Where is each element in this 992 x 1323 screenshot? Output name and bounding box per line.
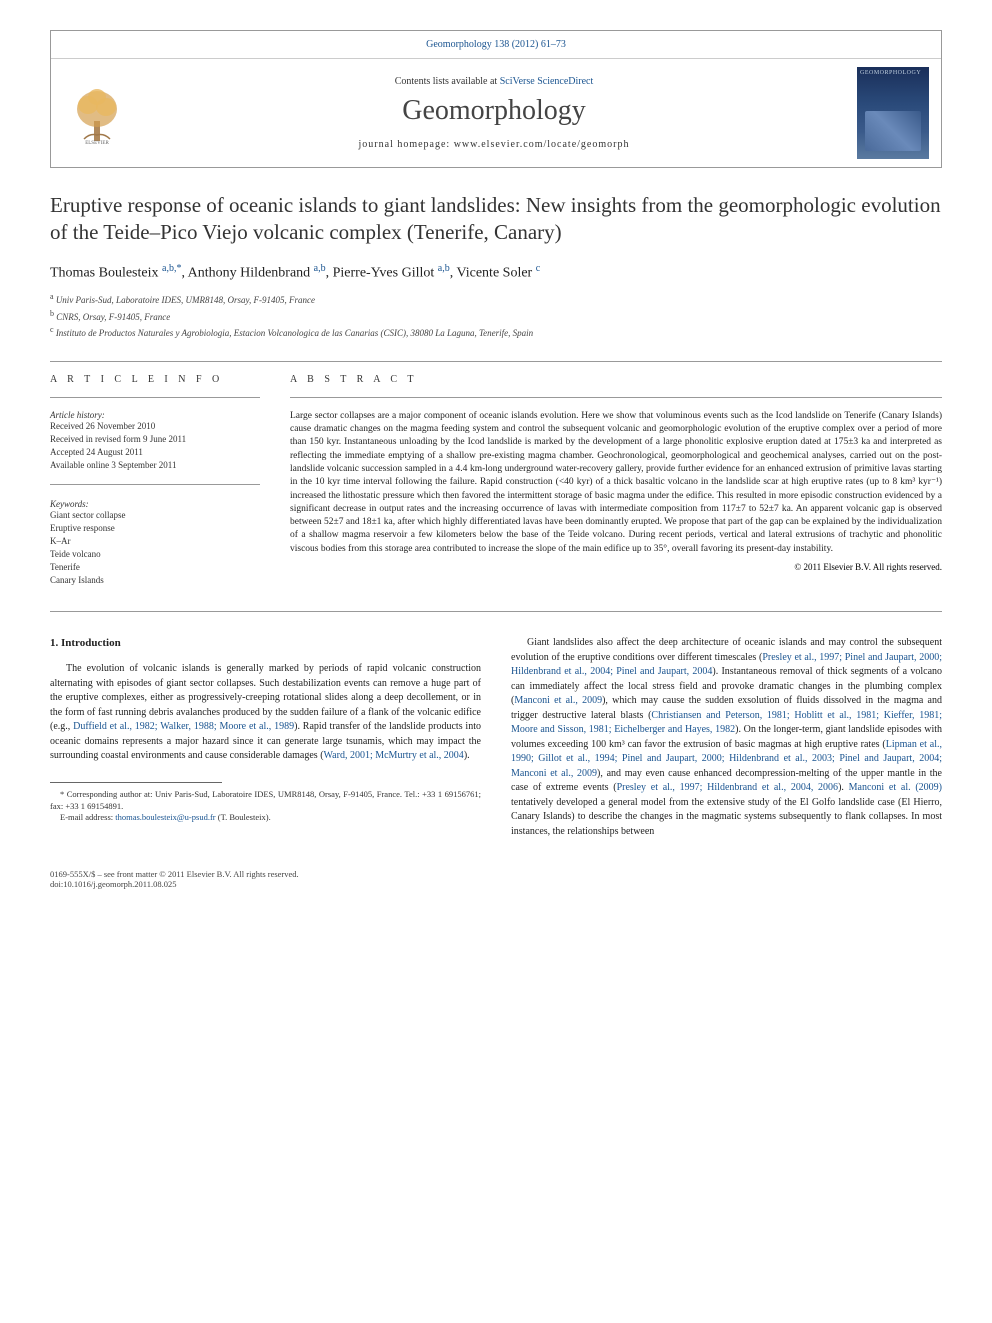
journal-name: Geomorphology [151, 95, 837, 127]
intro-p2-f: ). [838, 782, 849, 793]
citation-line: Geomorphology 138 (2012) 61–73 [51, 31, 941, 58]
intro-p2-link6[interactable]: Manconi et al. (2009) [849, 782, 942, 793]
author-3: , Pierre-Yves Gillot [326, 265, 438, 280]
header-main-row: ELSEVIER Contents lists available at Sci… [51, 58, 941, 167]
sciverse-link[interactable]: SciVerse ScienceDirect [500, 76, 594, 87]
article-info: A R T I C L E I N F O Article history: R… [50, 374, 260, 587]
footer-doi: doi:10.1016/j.geomorph.2011.08.025 [50, 879, 299, 889]
article-info-heading: A R T I C L E I N F O [50, 374, 260, 385]
accepted-date: Accepted 24 August 2011 [50, 446, 260, 459]
history-label: Article history: [50, 410, 260, 420]
body-col-left: 1. Introduction The evolution of volcani… [50, 636, 481, 849]
author-4-affil: c [536, 263, 540, 274]
journal-homepage: journal homepage: www.elsevier.com/locat… [151, 139, 837, 150]
article-title: Eruptive response of oceanic islands to … [50, 192, 942, 247]
elsevier-tree-icon: ELSEVIER [70, 81, 124, 145]
page-container: Geomorphology 138 (2012) 61–73 ELSEVIER … [0, 0, 992, 919]
keywords-label: Keywords: [50, 499, 260, 509]
elsevier-logo: ELSEVIER [63, 75, 131, 151]
intro-p2: Giant landslides also affect the deep ar… [511, 636, 942, 839]
author-2: , Anthony Hildenbrand [181, 265, 313, 280]
info-abstract-row: A R T I C L E I N F O Article history: R… [50, 374, 942, 587]
journal-cover-thumbnail [857, 67, 929, 159]
received-date: Received 26 November 2010 [50, 420, 260, 433]
journal-header: Geomorphology 138 (2012) 61–73 ELSEVIER … [50, 30, 942, 168]
intro-p2-link2[interactable]: Manconi et al., 2009 [514, 695, 602, 706]
footnote-separator [50, 782, 222, 783]
affiliation-c: c Instituto de Productos Naturales y Agr… [50, 324, 942, 341]
body-col-right: Giant landslides also affect the deep ar… [511, 636, 942, 849]
corresponding-footnote: * Corresponding author at: Univ Paris-Su… [50, 789, 481, 813]
footer-left: 0169-555X/$ – see front matter © 2011 El… [50, 869, 299, 889]
affiliation-a: a Univ Paris-Sud, Laboratoire IDES, UMR8… [50, 291, 942, 308]
body-columns: 1. Introduction The evolution of volcani… [50, 636, 942, 849]
affiliation-list: a Univ Paris-Sud, Laboratoire IDES, UMR8… [50, 291, 942, 341]
author-1-affil: a,b, [162, 263, 176, 274]
header-center: Contents lists available at SciVerse Sci… [151, 76, 837, 150]
info-divider-2 [50, 484, 260, 485]
info-divider-1 [50, 397, 260, 398]
email-footnote: E-mail address: thomas.boulesteix@u-psud… [50, 812, 481, 824]
intro-p1: The evolution of volcanic islands is gen… [50, 662, 481, 764]
sciverse-line: Contents lists available at SciVerse Sci… [151, 76, 837, 87]
keyword-3: K–Ar [50, 535, 260, 548]
svg-text:ELSEVIER: ELSEVIER [85, 141, 109, 145]
online-date: Available online 3 September 2011 [50, 459, 260, 472]
keyword-2: Eruptive response [50, 522, 260, 535]
affiliation-b: b CNRS, Orsay, F-91405, France [50, 308, 942, 325]
author-4: , Vicente Soler [450, 265, 536, 280]
intro-p1-link1[interactable]: Duffield et al., 1982; Walker, 1988; Moo… [73, 721, 294, 732]
keyword-5: Tenerife [50, 561, 260, 574]
affiliation-b-text: CNRS, Orsay, F-91405, France [56, 312, 170, 322]
author-list: Thomas Boulesteix a,b,*, Anthony Hildenb… [50, 263, 942, 282]
author-3-affil: a,b [438, 263, 450, 274]
revised-date: Received in revised form 9 June 2011 [50, 433, 260, 446]
keyword-4: Teide volcano [50, 548, 260, 561]
citation-link[interactable]: Geomorphology 138 (2012) 61–73 [426, 39, 566, 50]
affiliation-a-text: Univ Paris-Sud, Laboratoire IDES, UMR814… [56, 295, 315, 305]
abstract-divider [290, 397, 942, 398]
email-suffix: (T. Boulesteix). [216, 812, 271, 822]
divider-top [50, 361, 942, 362]
email-label: E-mail address: [60, 812, 115, 822]
section-1-heading: 1. Introduction [50, 636, 481, 652]
page-footer: 0169-555X/$ – see front matter © 2011 El… [50, 869, 942, 889]
intro-p2-link5[interactable]: Presley et al., 1997; Hildenbrand et al.… [617, 782, 838, 793]
abstract-text: Large sector collapses are a major compo… [290, 410, 942, 556]
author-2-affil: a,b [314, 263, 326, 274]
intro-p1-link2[interactable]: Ward, 2001; McMurtry et al., 2004 [324, 750, 464, 761]
sciverse-prefix: Contents lists available at [395, 76, 500, 87]
email-link[interactable]: thomas.boulesteix@u-psud.fr [115, 812, 215, 822]
intro-p2-g: tentatively developed a general model fr… [511, 797, 942, 837]
footer-copyright: 0169-555X/$ – see front matter © 2011 El… [50, 869, 299, 879]
keyword-6: Canary Islands [50, 574, 260, 587]
intro-p1-c: ). [464, 750, 470, 761]
keyword-1: Giant sector collapse [50, 509, 260, 522]
author-1: Thomas Boulesteix [50, 265, 162, 280]
divider-bottom [50, 611, 942, 612]
abstract-heading: A B S T R A C T [290, 374, 942, 385]
affiliation-c-text: Instituto de Productos Naturales y Agrob… [56, 328, 533, 338]
abstract-copyright: © 2011 Elsevier B.V. All rights reserved… [290, 562, 942, 572]
abstract-column: A B S T R A C T Large sector collapses a… [290, 374, 942, 587]
